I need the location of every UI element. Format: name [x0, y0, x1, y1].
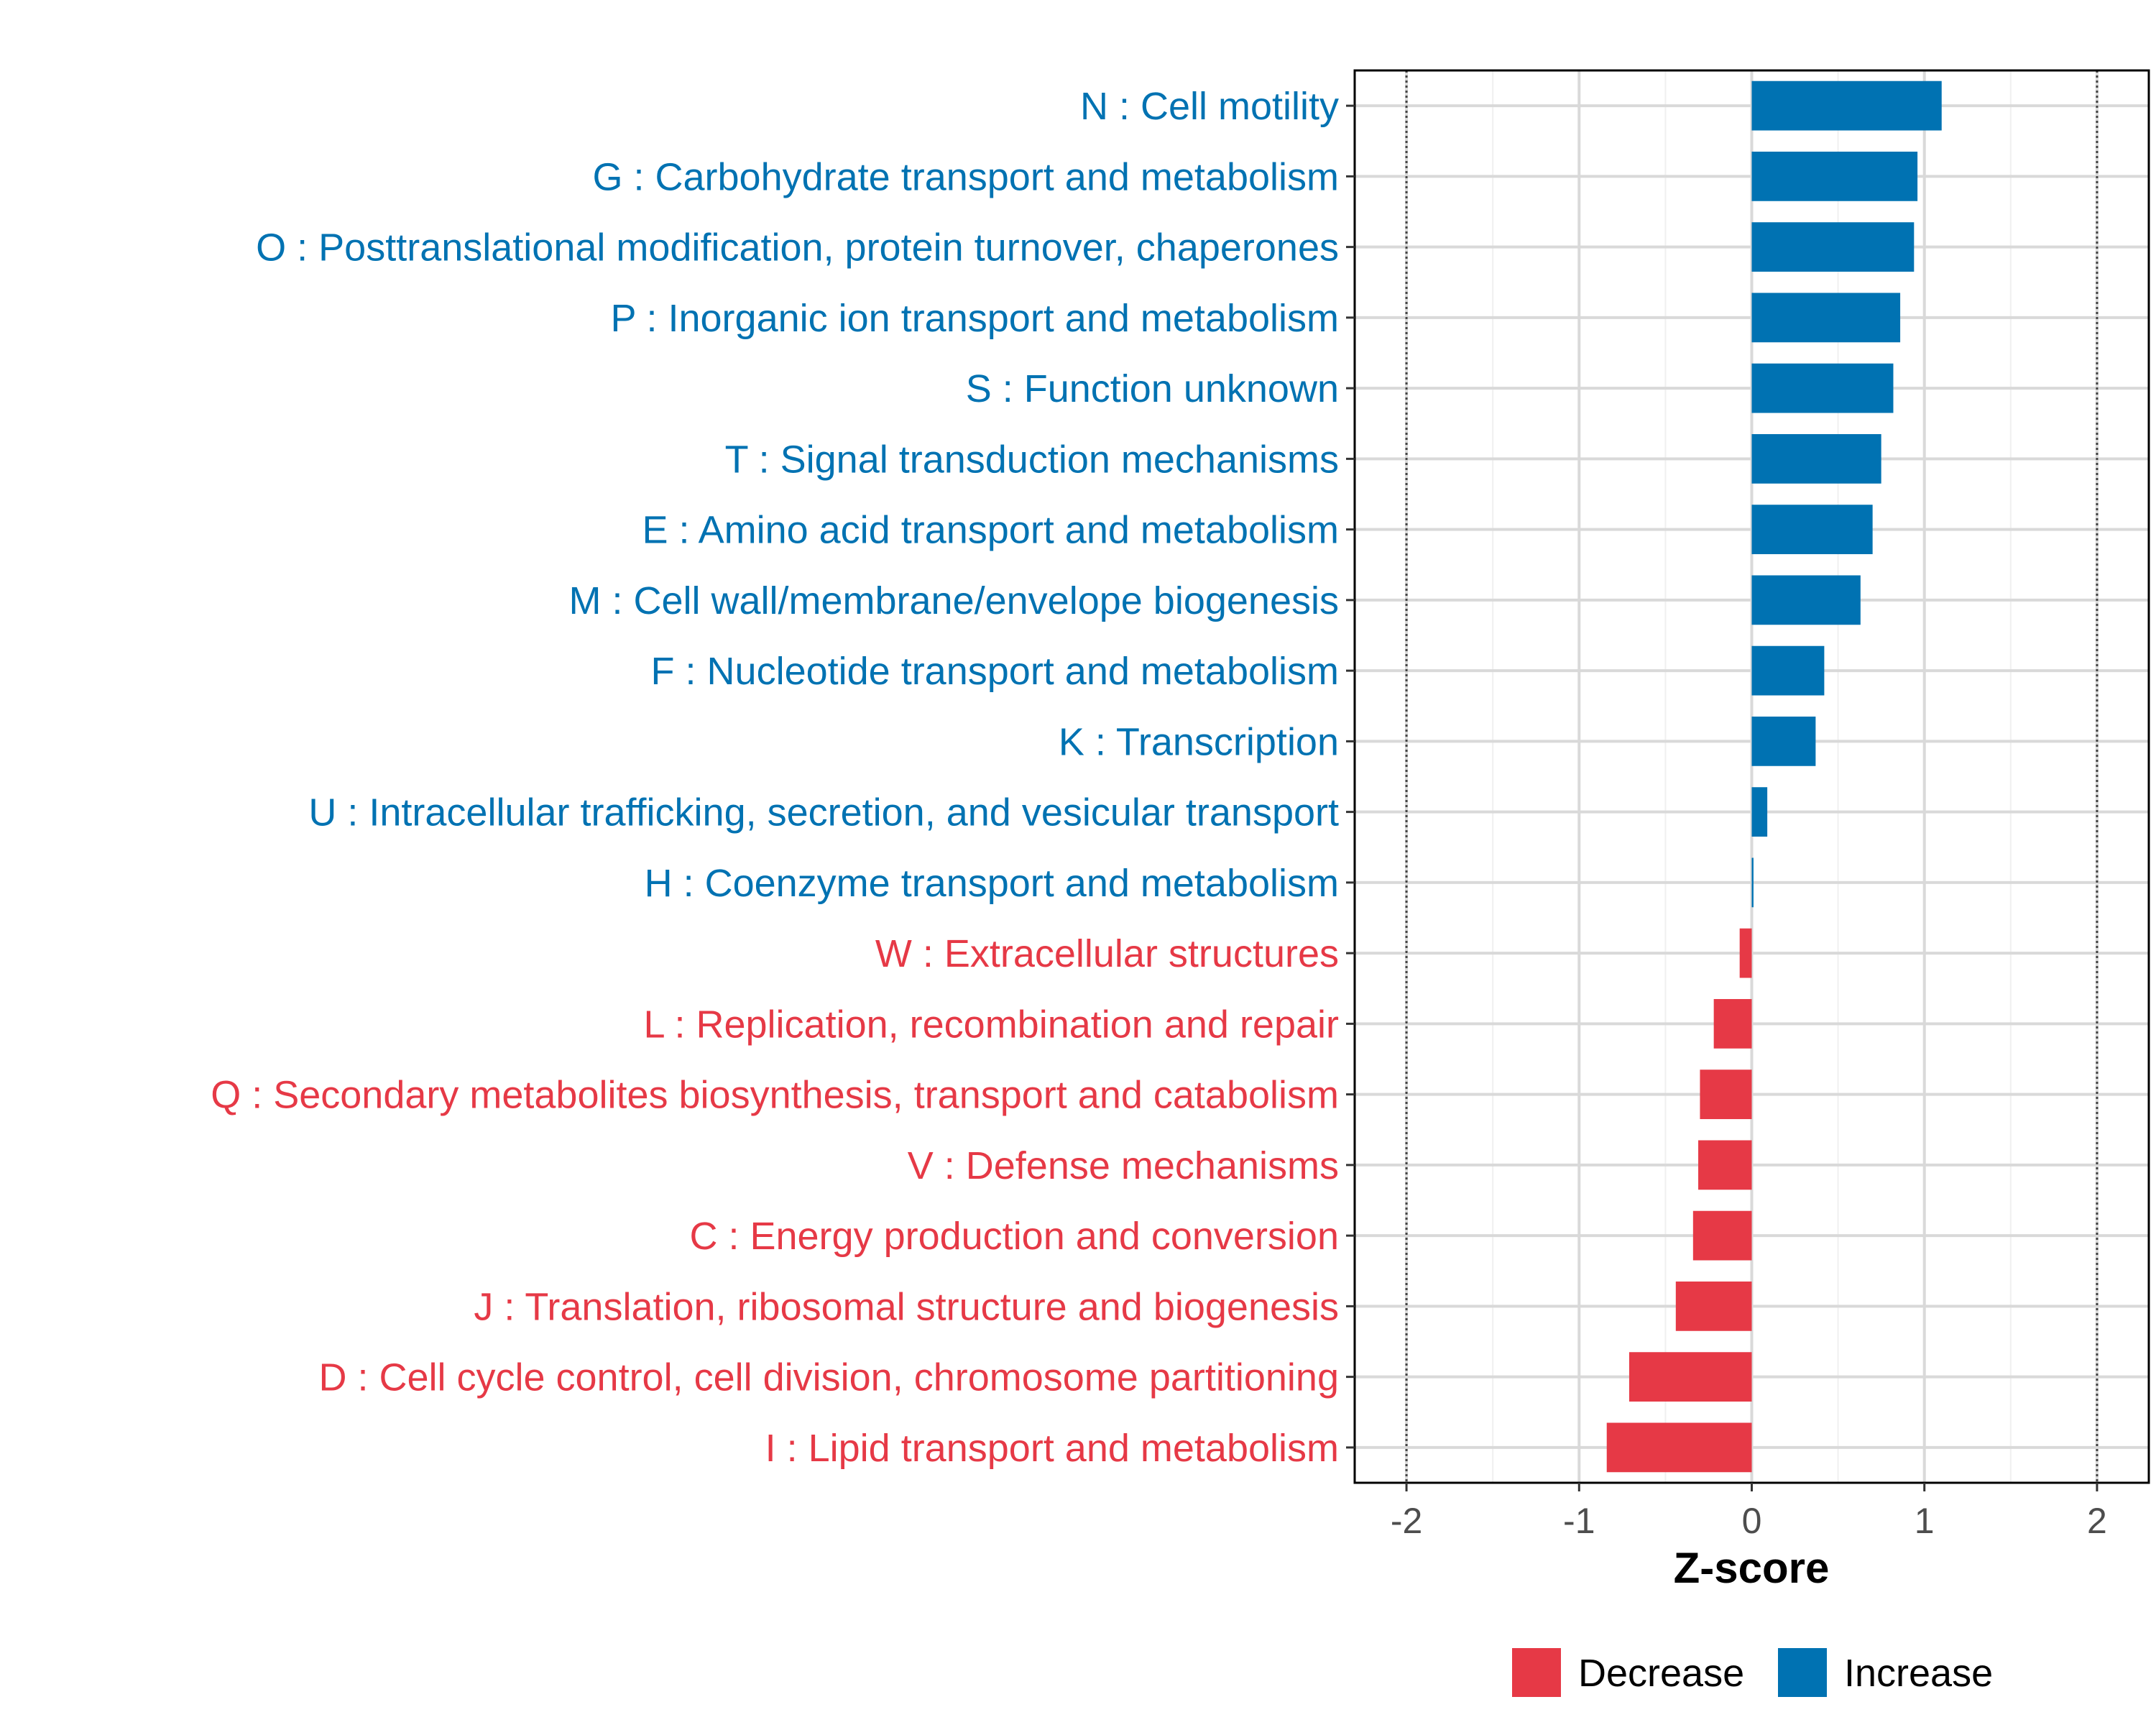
y-tick-label: J : Translation, ribosomal structure and… [474, 1285, 1339, 1328]
y-tick-label: O : Posttranslational modification, prot… [256, 226, 1339, 270]
y-tick-label: H : Coenzyme transport and metabolism [645, 862, 1339, 905]
x-axis: -2 -1 0 1 2 [1391, 1483, 2107, 1541]
bar [1692, 1210, 1752, 1261]
y-tick-label: U : Intracellular trafficking, secretion… [308, 791, 1339, 834]
x-tick-label: -2 [1391, 1501, 1422, 1541]
y-tick-label: K : Transcription [1059, 720, 1339, 763]
bar [1751, 645, 1825, 696]
y-tick-label: T : Signal transduction mechanisms [725, 438, 1339, 481]
x-tick-label: -1 [1563, 1501, 1595, 1541]
bar [1751, 433, 1881, 484]
y-tick-label: E : Amino acid transport and metabolism [642, 509, 1339, 552]
legend-label-decrease: Decrease [1578, 1652, 1744, 1695]
bar [1751, 222, 1915, 272]
y-tick-label: D : Cell cycle control, cell division, c… [318, 1356, 1339, 1399]
y-tick-label: L : Replication, recombination and repai… [643, 1003, 1339, 1046]
bar [1751, 575, 1861, 625]
y-tick-label: M : Cell wall/membrane/envelope biogenes… [568, 579, 1339, 622]
legend-label-increase: Increase [1844, 1652, 1993, 1695]
bar [1751, 505, 1873, 555]
y-tick-label: N : Cell motility [1080, 85, 1339, 128]
y-tick-label: C : Energy production and conversion [689, 1215, 1339, 1258]
y-tick-label: P : Inorganic ion transport and metaboli… [610, 297, 1339, 340]
bar [1751, 787, 1768, 837]
y-tick-label: W : Extracellular structures [875, 932, 1339, 975]
bar [1628, 1352, 1752, 1402]
y-tick-label: V : Defense mechanisms [908, 1144, 1339, 1187]
x-axis-title: Z-score [1674, 1544, 1830, 1592]
bars [1606, 80, 1942, 1473]
bar [1751, 716, 1816, 766]
bar [1751, 293, 1901, 343]
y-tick-label: F : Nucleotide transport and metabolism [651, 650, 1339, 693]
bar [1739, 928, 1752, 978]
bar [1700, 1070, 1752, 1120]
y-tick-label: Q : Secondary metabolites biosynthesis, … [211, 1074, 1339, 1117]
bar [1713, 998, 1752, 1049]
y-tick-label: I : Lipid transport and metabolism [765, 1427, 1339, 1470]
bar [1675, 1281, 1752, 1331]
legend-swatch-increase [1778, 1648, 1827, 1697]
bar [1751, 363, 1894, 413]
y-tick-label: G : Carbohydrate transport and metabolis… [593, 155, 1340, 198]
x-tick-label: 2 [2087, 1501, 2107, 1541]
x-tick-label: 1 [1915, 1501, 1935, 1541]
reference-lines [1405, 70, 2099, 1483]
bar [1751, 151, 1918, 201]
y-tick-label: S : Function unknown [966, 367, 1339, 410]
x-tick-label: 0 [1742, 1501, 1762, 1541]
bar [1698, 1140, 1752, 1190]
legend-swatch-decrease [1512, 1648, 1561, 1697]
bar [1751, 857, 1754, 908]
y-axis: N : Cell motility G : Carbohydrate transp… [211, 85, 1355, 1470]
legend: Decrease Increase [1512, 1648, 1993, 1697]
bar [1751, 80, 1942, 131]
bar [1606, 1422, 1752, 1473]
